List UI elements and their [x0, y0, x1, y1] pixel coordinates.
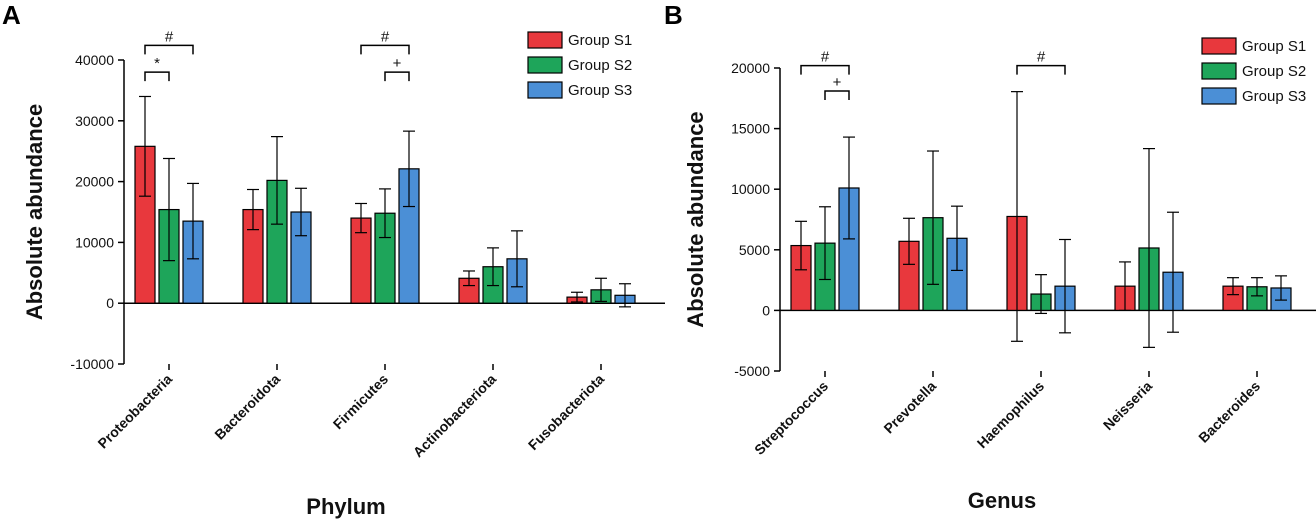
panel-letter: B — [664, 0, 683, 30]
y-tick-label: 30000 — [75, 113, 114, 129]
legend-swatch — [1201, 62, 1237, 80]
y-axis-title: Absolute abundance — [22, 104, 47, 320]
legend-label: Group S1 — [568, 32, 632, 49]
legend-label: Group S2 — [568, 57, 632, 74]
x-tick-label: Neisseria — [1100, 378, 1155, 433]
significance-bracket — [1016, 64, 1066, 75]
significance-marker: + — [393, 55, 402, 72]
significance-bracket — [360, 44, 410, 55]
legend-swatch — [1201, 37, 1237, 55]
y-tick-label: 20000 — [75, 174, 114, 190]
x-tick-label: Firmicutes — [330, 371, 392, 433]
panel-b: B -5000 0 5000 10000 15000 20000 Streptococcus P… — [664, 0, 1316, 513]
y-tick-label: 10000 — [75, 234, 114, 250]
significance-marker: # — [1037, 49, 1046, 66]
significance-bracket — [384, 71, 410, 82]
significance-marker: # — [381, 28, 390, 45]
y-tick-label: 0 — [106, 295, 114, 311]
legend-label: Group S1 — [1242, 38, 1306, 55]
y-tick-label: 0 — [762, 302, 770, 318]
x-axis-title: Phylum — [306, 494, 385, 519]
significance-marker: # — [821, 49, 830, 66]
panel-letter: A — [2, 0, 21, 30]
significance-bracket — [144, 44, 194, 55]
y-tick-label: 5000 — [739, 242, 770, 258]
significance-marker: # — [165, 28, 174, 45]
legend-swatch — [527, 31, 563, 49]
x-tick-label: Streptococcus — [751, 378, 831, 458]
x-tick-label: Bacteroidota — [211, 371, 283, 443]
legend-swatch — [1201, 87, 1237, 105]
panel-a: A -10000 0 10000 20000 30000 40000 Proteobacter… — [2, 0, 665, 519]
significance-bracket — [144, 71, 170, 82]
significance-marker: * — [154, 55, 160, 72]
x-tick-label: Prevotella — [880, 378, 939, 437]
x-tick-label: Proteobacteria — [94, 371, 175, 452]
legend-label: Group S2 — [1242, 63, 1306, 80]
y-tick-label: 40000 — [75, 52, 114, 68]
significance-marker: + — [833, 74, 842, 91]
y-tick-label: 20000 — [731, 60, 770, 76]
y-axis-title: Absolute abundance — [683, 111, 708, 327]
legend-swatch — [527, 56, 563, 74]
x-tick-label: Fusobacteriota — [525, 371, 607, 453]
significance-bracket — [824, 90, 850, 101]
y-tick-label: 15000 — [731, 121, 770, 137]
y-tick-label: 10000 — [731, 181, 770, 197]
x-tick-label: Bacteroides — [1195, 378, 1263, 446]
x-tick-label: Actinobacteriota — [410, 371, 500, 461]
legend-swatch — [527, 81, 563, 99]
x-tick-label: Haemophilus — [974, 378, 1048, 452]
y-tick-label: -10000 — [70, 356, 114, 372]
legend-label: Group S3 — [1242, 88, 1306, 105]
y-tick-label: -5000 — [734, 363, 770, 379]
x-axis-title: Genus — [968, 488, 1036, 513]
significance-bracket — [800, 64, 850, 75]
legend-label: Group S3 — [568, 82, 632, 99]
